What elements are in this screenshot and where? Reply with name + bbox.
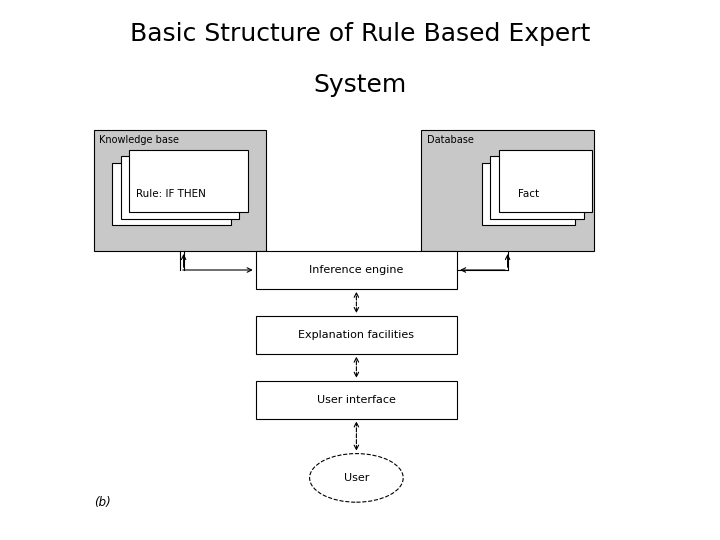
Text: Explanation facilities: Explanation facilities (298, 330, 415, 340)
Bar (256, 381, 457, 418)
Bar (256, 251, 457, 289)
Text: Fact: Fact (518, 189, 539, 199)
Bar (421, 130, 594, 251)
Bar (256, 316, 457, 354)
Text: Basic Structure of Rule Based Expert: Basic Structure of Rule Based Expert (130, 22, 590, 45)
Bar (482, 163, 575, 225)
Bar (499, 150, 593, 212)
Bar (130, 150, 248, 212)
Bar (112, 163, 230, 225)
Ellipse shape (310, 454, 403, 502)
Text: Database: Database (427, 135, 474, 145)
Bar (121, 157, 240, 219)
Bar (490, 157, 584, 219)
Text: (b): (b) (94, 496, 110, 509)
Bar (94, 130, 266, 251)
Text: Inference engine: Inference engine (309, 265, 404, 275)
Text: User: User (343, 473, 369, 483)
Text: Rule: IF THEN: Rule: IF THEN (136, 189, 207, 199)
Text: System: System (313, 73, 407, 97)
Text: Knowledge base: Knowledge base (99, 135, 179, 145)
Text: User interface: User interface (317, 395, 396, 404)
